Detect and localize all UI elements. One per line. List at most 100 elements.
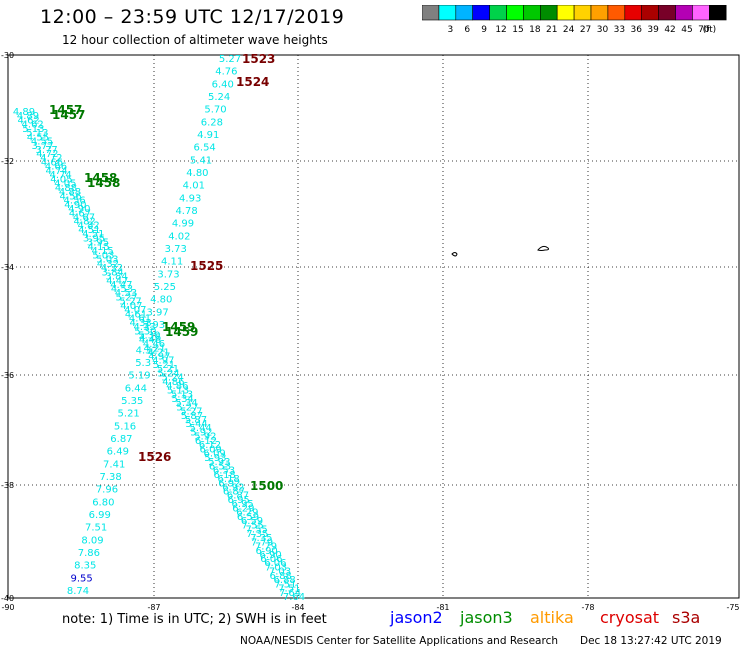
wave-height-value: 5.27 [219, 54, 241, 65]
wave-height-value: 3.93 [143, 320, 165, 331]
wave-height-value: 7.03 [265, 563, 287, 574]
wave-height-value: 6.87 [223, 487, 245, 498]
longitude-label: -81 [436, 603, 449, 612]
wave-height-value: 6.12 [199, 440, 221, 451]
colorbar-swatch [708, 5, 727, 21]
map-title: 12:00 – 23:59 UTC 12/17/2019 [40, 6, 345, 28]
wave-height-value: 7.51 [274, 580, 296, 591]
wave-height-value: 5.34 [176, 398, 198, 409]
wave-height-value: 7.03 [269, 567, 291, 578]
wave-height-value: 5.21 [157, 364, 179, 375]
wave-height-value: 4.55 [27, 132, 49, 143]
wave-height-value: 5.3 [135, 358, 151, 369]
latitude-label: -36 [1, 371, 14, 380]
footnote: note: 1) Time is in UTC; 2) SWH is in fe… [62, 612, 327, 627]
pass-time-label: 1459 [162, 320, 195, 334]
wave-height-value: 6.88 [274, 575, 296, 586]
wave-height-value: 4.47 [106, 276, 128, 287]
colorbar-tick-label: 15 [512, 25, 523, 35]
longitude-label: -87 [147, 603, 160, 612]
wave-height-value: 4.97 [152, 356, 174, 367]
wave-height-value: 6.87 [227, 491, 249, 502]
wave-height-value: 5.25 [154, 282, 176, 293]
wave-height-value: 4.33 [134, 322, 156, 333]
wave-height-value: 4.97 [148, 352, 170, 363]
wave-height-value: 5.27 [176, 402, 198, 413]
wave-height-value: 5.34 [172, 394, 194, 405]
wave-height-value: 5.03 [96, 254, 118, 265]
pass-time-label: 1458 [84, 171, 117, 185]
wave-height-value: 5.87 [185, 415, 207, 426]
pass-time-label: 1457 [52, 108, 85, 122]
wave-height-value: 4.05 [54, 179, 76, 190]
wave-height-value: 6.06 [260, 554, 282, 565]
wave-height-value: 6.29 [236, 508, 258, 519]
wave-height-value: 6.90 [260, 550, 282, 561]
latitude-label: -38 [1, 481, 14, 490]
wave-height-value: 5.13 [26, 128, 48, 139]
wave-height-value: 5.13 [22, 124, 44, 135]
map-subtitle: 12 hour collection of altimeter wave hei… [62, 33, 328, 47]
wave-height-value: 4.93 [179, 193, 201, 204]
wave-height-value: 6.92 [218, 478, 240, 489]
wave-height-value: 5.93 [204, 453, 226, 464]
wave-height-value: 6.90 [256, 546, 278, 557]
wave-height-value: 5.93 [208, 457, 230, 468]
wave-height-value: 6.88 [270, 571, 292, 582]
wave-height-value: 5.70 [204, 105, 226, 116]
wave-height-value: 4.62 [18, 115, 40, 126]
latitude-label: -40 [1, 594, 14, 603]
wave-height-value: 4.86 [162, 377, 184, 388]
wave-height-value: 5.19 [128, 371, 150, 382]
wave-height-value: 6.29 [232, 504, 254, 515]
wave-height-value: 7.35 [250, 533, 272, 544]
wave-height-value: 5.03 [92, 250, 114, 261]
wave-height-value: 6.95 [228, 495, 250, 506]
wave-height-value: 4.15 [139, 333, 161, 344]
wave-height-value: 4.33 [130, 318, 152, 329]
pass-time-label: 1525 [190, 259, 223, 273]
longitude-label: -90 [1, 603, 14, 612]
wave-height-value: 4.51 [82, 229, 104, 240]
pass-time-label: 1500 [250, 479, 283, 493]
wave-height-value: 4.21 [144, 343, 166, 354]
wave-height-value: 6.53 [209, 461, 231, 472]
wave-height-value: 4.90 [68, 204, 90, 215]
wave-height-value: 4.80 [150, 295, 172, 306]
pass-time-label: 1458 [87, 176, 120, 190]
wave-height-value: 4.89 [13, 107, 35, 118]
wave-height-value: 4.86 [166, 381, 188, 392]
colorbar-unit: (ft) [703, 25, 717, 35]
wave-height-value: 4.72 [36, 149, 58, 160]
wave-height-value: 4.53 [111, 284, 133, 295]
wave-height-value: 5.30 [134, 326, 156, 337]
wave-height-value: 6.80 [92, 497, 114, 508]
colorbar-tick-label: 33 [614, 25, 625, 35]
wave-height-value: 6.49 [107, 447, 129, 458]
wave-height-value: 4.74 [50, 170, 72, 181]
wave-height-value: 4.32 [97, 259, 119, 270]
wave-height-value: 4.47 [110, 280, 132, 291]
wave-height-value: 3.84 [106, 271, 128, 282]
wave-height-colorbar: 3 6 9 12 15 18 21 24 27 30 33 36 39 42 45 70(ft) [422, 5, 727, 35]
wave-height-value: 3.95 [83, 234, 105, 245]
wave-height-value: 5.92 [194, 432, 216, 443]
pass-time-label: 1524 [236, 75, 269, 89]
pass-time-label: 1523 [242, 52, 275, 66]
colorbar-tick-label: 6 [464, 25, 470, 35]
wave-height-value: 4.67 [73, 212, 95, 223]
wave-height-value: 5.92 [190, 428, 212, 439]
wave-height-value: 3.77 [36, 145, 58, 156]
wave-height-value: 6.06 [264, 558, 286, 569]
wave-height-value: 7.64 [279, 588, 301, 599]
wave-height-value: 5.41 [190, 155, 212, 166]
wave-height-value: 5.24 [162, 373, 184, 384]
wave-height-value: 7.51 [278, 584, 300, 595]
pass-time-label: 1526 [138, 450, 171, 464]
wave-height-value: 4.66 [45, 162, 67, 173]
wave-height-value: 4.56 [60, 191, 82, 202]
wave-height-value: 4.07 [124, 305, 146, 316]
wave-height-value: 4.46 [143, 339, 165, 350]
wave-height-value: 4.74 [46, 166, 68, 177]
longitude-label: -78 [581, 603, 594, 612]
